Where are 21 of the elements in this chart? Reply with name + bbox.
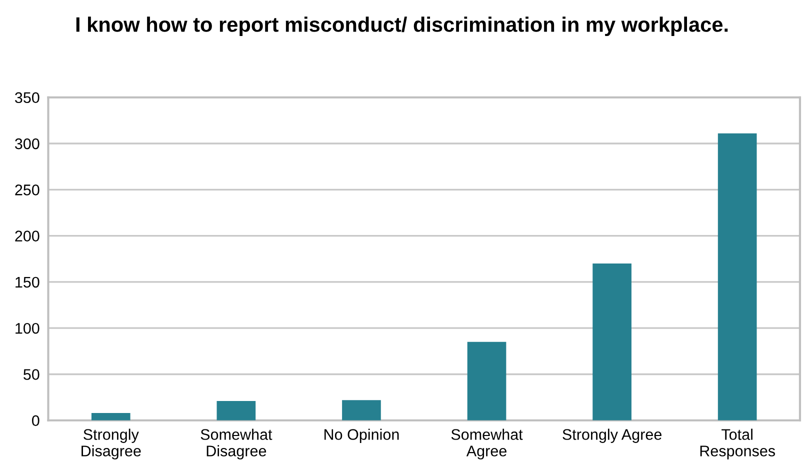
bar [718, 133, 757, 420]
y-tick-label: 50 [24, 369, 40, 380]
chart-title: I know how to report misconduct/ discrimination in my workplace. [76, 16, 728, 36]
y-tick-label: 100 [16, 322, 40, 334]
x-tick-label: Strongly Agree [562, 428, 662, 443]
bar [467, 342, 506, 420]
y-tick-label: 150 [16, 276, 40, 288]
bar [216, 400, 256, 420]
x-tick-label: Total Responses [700, 428, 775, 460]
bar [592, 263, 632, 420]
x-tick-label: Somewhat Agree [451, 428, 523, 460]
y-tick-label: 250 [15, 184, 40, 196]
bar [91, 412, 130, 420]
y-tick-label: 0 [32, 415, 40, 426]
y-tick-label: 300 [15, 138, 40, 150]
bar [342, 400, 381, 420]
y-tick-label: 350 [15, 92, 40, 104]
x-tick-label: Strongly Disagree [82, 428, 141, 460]
x-tick-label: No Opinion [324, 428, 399, 443]
x-tick-label: Somewhat Disagree [200, 428, 272, 460]
y-tick-label: 200 [15, 230, 40, 242]
